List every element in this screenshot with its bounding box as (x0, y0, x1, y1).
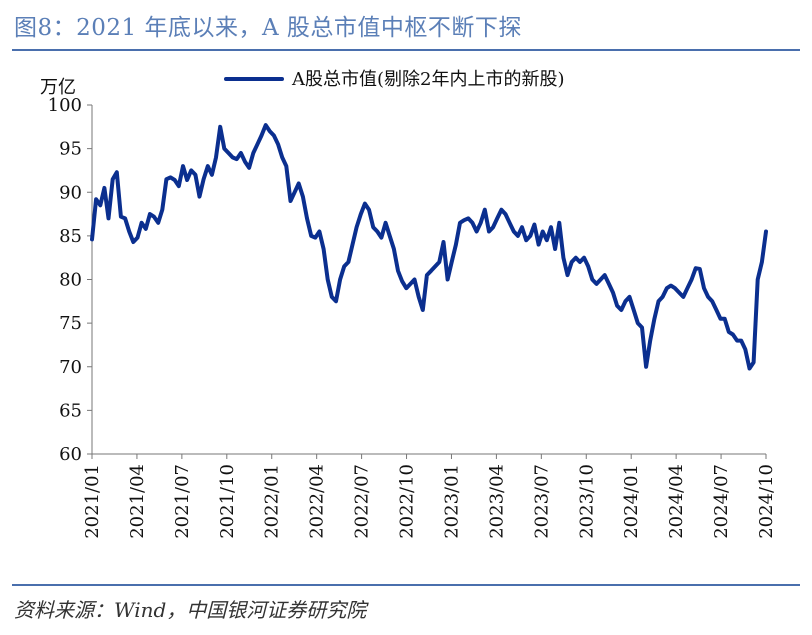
y-tick-label: 85 (59, 226, 82, 247)
x-tick-label: 2022/01 (262, 464, 283, 539)
x-tick-label: 2023/10 (576, 464, 597, 539)
x-tick-label: 2023/07 (531, 464, 552, 539)
x-tick-label: 2022/07 (352, 464, 373, 539)
y-axis-unit-label: 万亿 (40, 77, 76, 98)
x-tick-label: 2023/01 (441, 464, 462, 539)
y-axis-ticks: 60 65 70 75 80 85 90 95 100 (48, 95, 92, 465)
y-tick-label: 75 (59, 313, 82, 334)
x-tick-label: 2022/10 (397, 464, 418, 539)
x-tick-label: 2024/07 (711, 464, 732, 539)
y-tick-label: 90 (59, 182, 82, 203)
x-tick-label: 2021/07 (172, 464, 193, 539)
x-tick-label: 2024/01 (621, 464, 642, 539)
source-note: 资料来源：Wind，中国银河证券研究院 (14, 598, 367, 622)
y-tick-label: 80 (59, 270, 82, 291)
series-line (90, 123, 768, 371)
x-tick-label: 2024/04 (666, 464, 687, 539)
y-tick-label: 70 (59, 357, 82, 378)
y-tick-label: 100 (48, 95, 82, 116)
x-tick-label: 2024/10 (756, 464, 777, 539)
y-tick-label: 65 (59, 400, 82, 421)
x-tick-label: 2021/10 (217, 464, 238, 539)
x-tick-label: 2022/04 (307, 464, 328, 539)
x-tick-label: 2021/01 (82, 464, 103, 539)
chart-axes (91, 105, 766, 455)
top-rule (12, 49, 800, 51)
x-tick-label: 2023/04 (486, 464, 507, 539)
series-group (90, 123, 768, 371)
chart-legend: A股总市值(剔除2年内上市的新股) (224, 69, 565, 90)
y-tick-label: 60 (59, 444, 82, 465)
bottom-rule (12, 584, 800, 586)
x-axis-ticks: 2021/01 2021/04 2021/07 2021/10 2022/01 2022/… (82, 454, 777, 539)
figure-title: 图8：2021 年底以来，A 股总市值中枢不断下探 (14, 15, 522, 41)
legend-label: A股总市值(剔除2年内上市的新股) (291, 69, 565, 90)
x-tick-label: 2021/04 (127, 464, 148, 539)
y-tick-label: 95 (59, 139, 82, 160)
